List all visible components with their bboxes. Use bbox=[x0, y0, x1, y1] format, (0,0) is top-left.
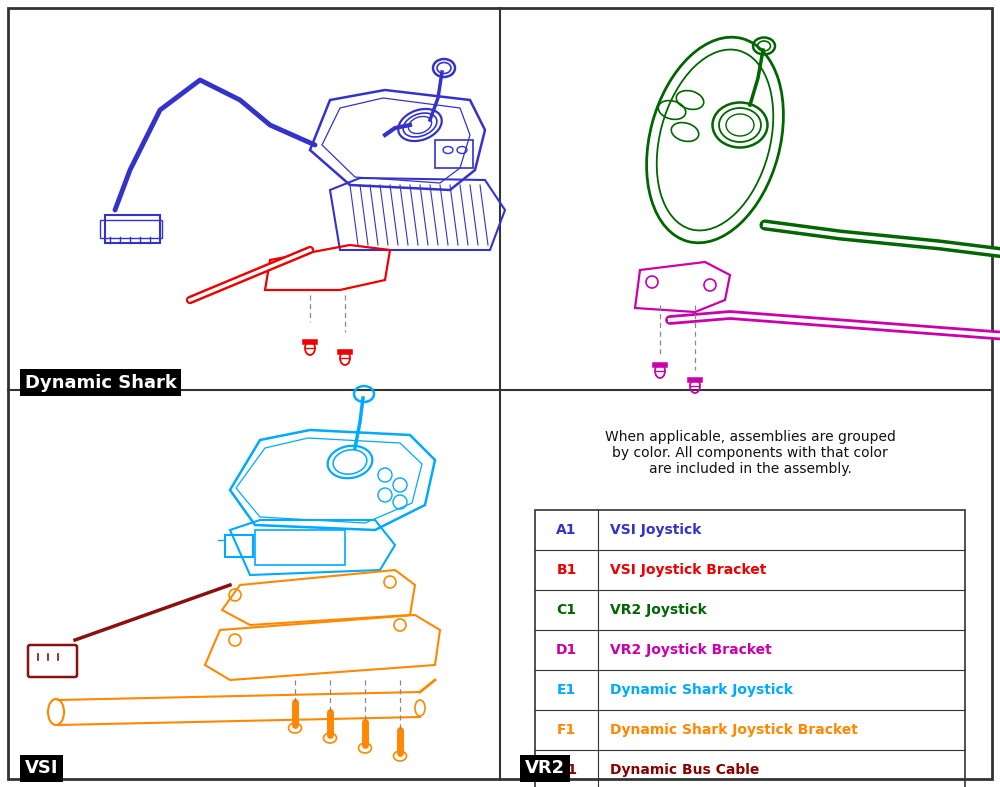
Bar bbox=[435, 140, 473, 168]
Text: Dynamic Shark Joystick Bracket: Dynamic Shark Joystick Bracket bbox=[610, 723, 858, 737]
Bar bbox=[100, 220, 162, 238]
Text: VR2 Joystick Bracket: VR2 Joystick Bracket bbox=[610, 643, 772, 657]
Bar bbox=[255, 530, 345, 565]
Text: D1: D1 bbox=[556, 643, 577, 657]
Text: Dynamic Bus Cable: Dynamic Bus Cable bbox=[610, 763, 759, 777]
Text: VSI Joystick Bracket: VSI Joystick Bracket bbox=[610, 563, 766, 577]
Text: G1: G1 bbox=[556, 763, 577, 777]
Text: VR2 Joystick: VR2 Joystick bbox=[610, 603, 707, 617]
Text: B1: B1 bbox=[556, 563, 577, 577]
Text: VR2: VR2 bbox=[525, 759, 565, 778]
Bar bbox=[225, 535, 253, 557]
Text: A1: A1 bbox=[556, 523, 577, 537]
Bar bbox=[105, 215, 160, 243]
Bar bbox=[535, 510, 965, 787]
Text: VSI: VSI bbox=[25, 759, 58, 778]
Text: F1: F1 bbox=[557, 723, 576, 737]
Text: C1: C1 bbox=[556, 603, 576, 617]
Text: VSI Joystick: VSI Joystick bbox=[610, 523, 701, 537]
Text: Dynamic Shark: Dynamic Shark bbox=[25, 374, 177, 392]
Text: E1: E1 bbox=[557, 683, 576, 697]
Text: Dynamic Shark Joystick: Dynamic Shark Joystick bbox=[610, 683, 793, 697]
Text: When applicable, assemblies are grouped
by color. All components with that color: When applicable, assemblies are grouped … bbox=[605, 430, 895, 476]
